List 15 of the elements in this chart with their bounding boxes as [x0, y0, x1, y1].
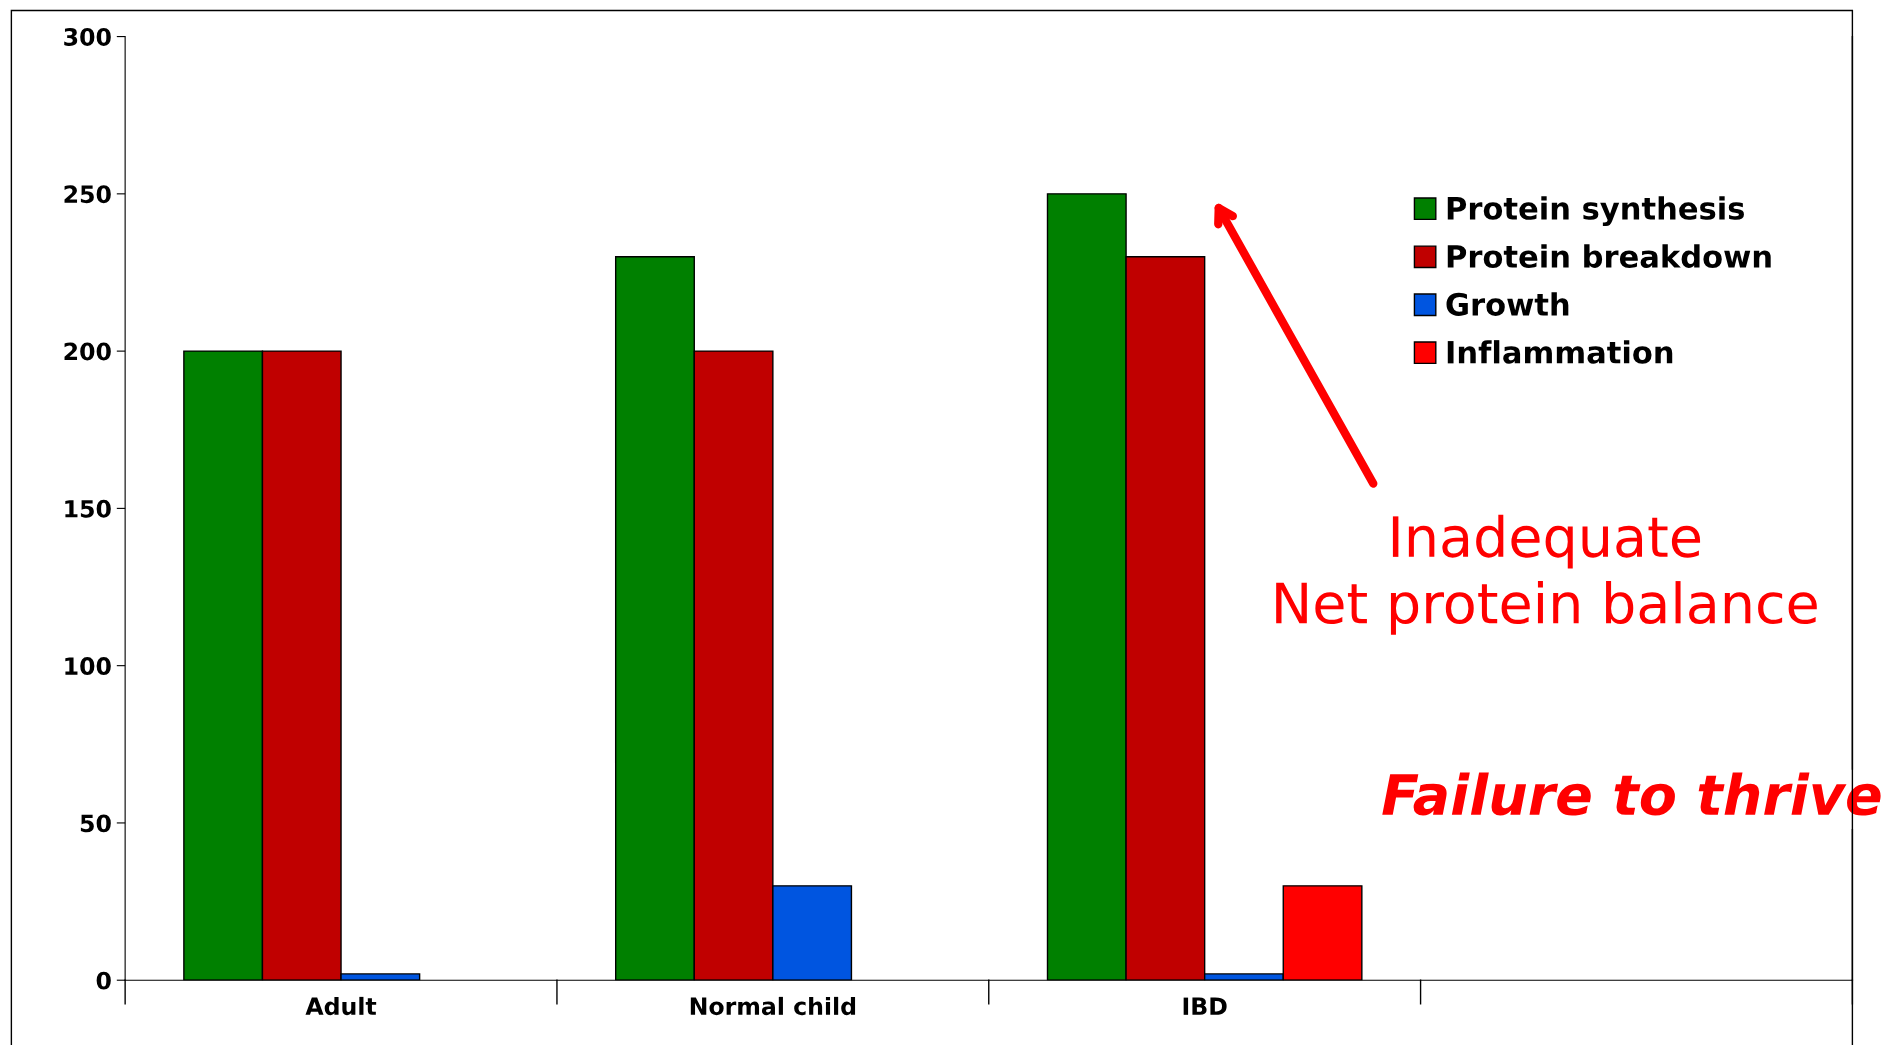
- x-tick-label: Adult: [305, 996, 377, 1016]
- y-tick-label: 0: [96, 971, 111, 990]
- legend-label: Growth: [1446, 292, 1569, 316]
- legend-label: Protein synthesis: [1447, 196, 1744, 226]
- legend-label: Protein breakdown: [1447, 244, 1771, 268]
- x-tick-label: Normal child: [690, 996, 856, 1016]
- y-tick-label: 100: [65, 657, 111, 675]
- annotation: Inadequate Net protein balance: [1276, 514, 1817, 635]
- x-tick-label: IBD: [1183, 997, 1227, 1015]
- legend-label: Inflammation: [1447, 340, 1673, 364]
- y-tick-label: 200: [64, 342, 111, 361]
- y-tick-label: 300: [64, 28, 111, 46]
- y-tick-label: 50: [80, 814, 111, 833]
- y-tick-label: 150: [65, 499, 111, 518]
- y-tick-label: 250: [64, 185, 111, 204]
